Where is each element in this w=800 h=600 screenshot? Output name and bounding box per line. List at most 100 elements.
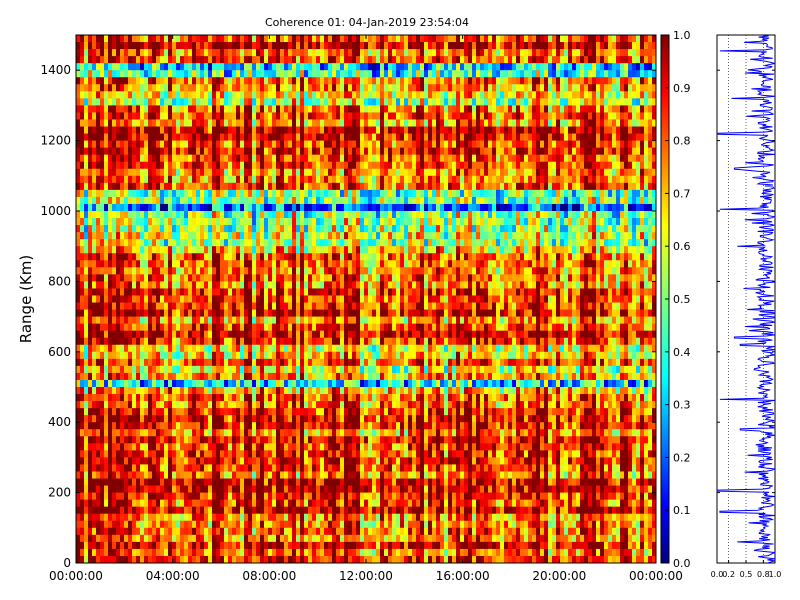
- heatmap-cell: [296, 232, 301, 240]
- heatmap-cell: [168, 105, 173, 114]
- heatmap-cell: [212, 91, 217, 99]
- heatmap-cell: [600, 70, 605, 78]
- heatmap-cell: [580, 175, 585, 184]
- heatmap-cell: [548, 211, 553, 219]
- heatmap-cell: [516, 84, 521, 92]
- heatmap-cell: [460, 49, 465, 57]
- heatmap-cell: [376, 253, 381, 261]
- heatmap-cell: [276, 182, 281, 191]
- heatmap-cell: [468, 77, 473, 85]
- heatmap-cell: [360, 42, 365, 50]
- heatmap-cell: [648, 126, 653, 135]
- heatmap-cell: [208, 126, 213, 135]
- heatmap-cell: [384, 119, 389, 128]
- heatmap-cell: [476, 182, 481, 191]
- heatmap-cell: [420, 63, 425, 71]
- heatmap-cell: [368, 225, 373, 233]
- heatmap-cell: [616, 182, 621, 191]
- heatmap-cell: [208, 49, 213, 57]
- heatmap-cell: [344, 112, 349, 121]
- heatmap-cell: [352, 260, 357, 268]
- heatmap-cell: [220, 218, 225, 226]
- heatmap-cell: [444, 77, 449, 85]
- heatmap-cell: [540, 42, 545, 50]
- heatmap-cell: [384, 77, 389, 85]
- heatmap-cell: [164, 196, 169, 205]
- heatmap-cell: [532, 175, 537, 184]
- heatmap-cell: [236, 218, 241, 226]
- heatmap-cell: [452, 154, 457, 163]
- heatmap-cell: [84, 196, 89, 205]
- heatmap-cell: [440, 168, 445, 177]
- heatmap-cell: [184, 175, 189, 184]
- heatmap-cell: [312, 98, 317, 106]
- heatmap-cell: [244, 211, 249, 219]
- heatmap-cell: [232, 70, 237, 78]
- heatmap-cell: [384, 140, 389, 149]
- heatmap-cell: [440, 140, 445, 149]
- heatmap-cell: [100, 154, 105, 163]
- heatmap-cell: [232, 112, 237, 121]
- heatmap-cell: [92, 112, 97, 121]
- heatmap-cell: [636, 49, 641, 57]
- heatmap-cell: [408, 218, 413, 226]
- heatmap-cell: [184, 133, 189, 142]
- heatmap-cell: [212, 105, 217, 114]
- heatmap-cell: [328, 239, 333, 247]
- heatmap-cell: [288, 35, 293, 43]
- heatmap-cell: [472, 246, 477, 254]
- heatmap-cell: [264, 239, 269, 247]
- heatmap-cell: [336, 126, 341, 135]
- heatmap-cell: [292, 140, 297, 149]
- heatmap-cell: [120, 246, 125, 254]
- heatmap-cell: [108, 112, 113, 121]
- heatmap-cell: [180, 182, 185, 191]
- heatmap-cell: [76, 133, 81, 142]
- heatmap-cell: [552, 182, 557, 191]
- heatmap-cell: [84, 147, 89, 156]
- heatmap-cell: [452, 49, 457, 57]
- heatmap-cell: [440, 105, 445, 114]
- heatmap-cell: [364, 126, 369, 135]
- heatmap-cell: [192, 246, 197, 254]
- heatmap-cell: [132, 232, 137, 240]
- heatmap-cell: [608, 91, 613, 99]
- heatmap-cell: [340, 189, 345, 198]
- heatmap-cell: [384, 196, 389, 205]
- heatmap-cell: [640, 77, 645, 85]
- heatmap-cell: [528, 211, 533, 219]
- heatmap-cell: [280, 267, 285, 275]
- heatmap-cell: [436, 147, 441, 156]
- heatmap-cell: [588, 168, 593, 177]
- heatmap-cell: [108, 140, 113, 149]
- heatmap-cell: [248, 189, 253, 198]
- heatmap-cell: [100, 98, 105, 106]
- heatmap-cell: [260, 154, 265, 163]
- heatmap-cell: [628, 56, 633, 64]
- heatmap-cell: [376, 70, 381, 78]
- heatmap-cell: [124, 232, 129, 240]
- heatmap-cell: [100, 225, 105, 233]
- heatmap-cell: [320, 91, 325, 99]
- heatmap-cell: [568, 175, 573, 184]
- heatmap-cell: [472, 35, 477, 43]
- heatmap-cell: [448, 35, 453, 43]
- heatmap-cell: [148, 63, 153, 71]
- heatmap-cell: [352, 35, 357, 43]
- heatmap-cell: [644, 105, 649, 114]
- heatmap-cell: [208, 70, 213, 78]
- heatmap-cell: [300, 274, 305, 282]
- heatmap-cell: [256, 126, 261, 135]
- heatmap-cell: [332, 253, 337, 261]
- heatmap-cell: [372, 77, 377, 85]
- heatmap-cell: [212, 63, 217, 71]
- heatmap-cell: [128, 182, 133, 191]
- heatmap-cell: [460, 154, 465, 163]
- heatmap-cell: [280, 253, 285, 261]
- heatmap-cell: [100, 274, 105, 282]
- heatmap-cell: [84, 267, 89, 275]
- heatmap-cell: [532, 119, 537, 128]
- heatmap-cell: [160, 147, 165, 156]
- heatmap-cell: [304, 196, 309, 205]
- heatmap-cell: [176, 35, 181, 43]
